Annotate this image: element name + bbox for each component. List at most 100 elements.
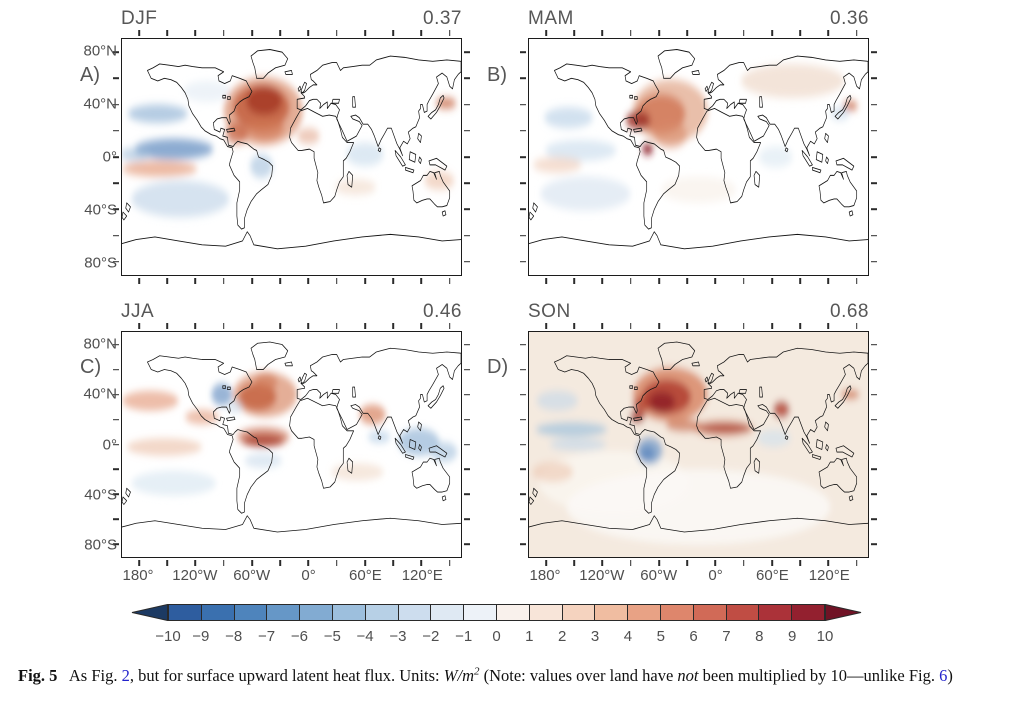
x-axis-label: 60°E <box>349 567 382 584</box>
x-axis-label: 120°E <box>401 567 443 584</box>
tick-mark <box>520 51 526 53</box>
y-axis-label: 80°N <box>83 335 117 353</box>
colorbar-label: −9 <box>192 628 210 645</box>
caption-text: (Note: values over land have <box>479 666 678 685</box>
tick-mark <box>520 77 526 80</box>
tick-mark <box>871 129 877 132</box>
tick-mark <box>799 323 801 329</box>
tick-mark <box>855 278 858 284</box>
tick-mark <box>251 560 253 566</box>
tick-mark <box>222 30 225 36</box>
caption-figure-link[interactable]: 6 <box>939 666 948 685</box>
panel-b-season: MAM <box>528 8 574 29</box>
tick-mark <box>464 393 470 396</box>
tick-mark <box>392 278 394 284</box>
tick-mark <box>464 418 470 421</box>
tick-mark <box>464 156 470 158</box>
panel-a-map-frame <box>113 30 470 284</box>
colorbar-segment <box>200 605 234 620</box>
tick-mark <box>871 234 877 237</box>
panel-a-season: DJF <box>121 8 158 29</box>
tick-mark <box>138 323 140 329</box>
caption-figure-link[interactable]: 2 <box>121 666 130 685</box>
tick-mark <box>871 182 877 185</box>
tick-mark <box>520 156 526 158</box>
tick-mark <box>799 560 801 566</box>
tick-mark <box>113 77 119 80</box>
colorbar-label: 4 <box>623 628 633 645</box>
tick-mark <box>827 560 830 566</box>
tick-mark <box>871 543 877 546</box>
panel-d-score: 0.68 <box>830 301 869 322</box>
panel-b-map-frame <box>520 30 877 284</box>
tick-mark <box>464 368 470 371</box>
x-axis-labels-left: 180° 120°W 60°W 0° 60°E 120°E <box>121 567 462 587</box>
world-map-jja <box>122 341 461 533</box>
colorbar-label: 7 <box>722 628 731 645</box>
tick-mark <box>113 261 119 263</box>
tick-mark <box>113 443 119 446</box>
tick-mark <box>686 560 688 566</box>
tick-mark <box>392 560 394 566</box>
tick-mark <box>871 468 877 471</box>
tick-mark <box>771 278 773 284</box>
panel-d-map-frame <box>520 323 877 566</box>
world-map-son <box>529 332 868 557</box>
tick-mark <box>742 560 745 566</box>
colorbar-label: 1 <box>525 628 534 645</box>
tick-mark <box>520 393 526 396</box>
tick-mark <box>871 261 877 263</box>
caption-text: W/m <box>443 666 474 685</box>
tick-mark <box>855 30 858 36</box>
tick-mark <box>113 182 119 185</box>
tick-mark <box>464 182 470 185</box>
tick-mark <box>686 278 688 284</box>
tick-mark <box>771 30 773 36</box>
tick-mark <box>448 278 451 284</box>
tick-mark <box>464 343 470 346</box>
tick-mark <box>138 278 140 284</box>
colorbar-segment <box>725 605 759 620</box>
colorbar-label: 9 <box>787 628 797 645</box>
tick-mark <box>113 103 119 106</box>
tick-mark <box>113 543 119 546</box>
tick-mark <box>871 443 877 446</box>
tick-mark <box>545 323 547 329</box>
tick-mark <box>194 30 197 36</box>
colorbar-segment <box>169 605 201 620</box>
panel-c-letter: C) <box>80 356 102 378</box>
tick-mark <box>113 129 119 132</box>
panel-c-header: JJA 0.46 <box>121 301 462 325</box>
tick-mark <box>714 30 717 36</box>
tick-mark <box>520 493 526 496</box>
y-axis-labels-row2: 80°N 40°N 0° 40°S 80°S <box>39 331 117 558</box>
caption-text: As Fig. <box>57 666 122 685</box>
tick-mark <box>629 278 632 284</box>
colorbar-label: −6 <box>290 628 308 645</box>
tick-mark <box>871 208 877 211</box>
caption-text: not <box>677 666 699 685</box>
tick-mark <box>520 103 526 106</box>
colorbar-segment <box>495 605 529 620</box>
colorbar-right-arrow <box>825 604 862 621</box>
colorbar <box>131 604 862 621</box>
caption-text: been multiplied by 10—unlike Fig. <box>698 666 940 685</box>
tick-mark <box>194 278 197 284</box>
colorbar-segment <box>364 605 398 620</box>
tick-mark <box>307 278 310 284</box>
tick-mark <box>113 368 119 371</box>
tick-mark <box>251 30 253 36</box>
tick-mark <box>629 560 632 566</box>
tick-mark <box>464 129 470 132</box>
tick-mark <box>113 518 119 521</box>
tick-mark <box>113 418 119 421</box>
tick-mark <box>545 560 547 566</box>
colorbar-label: 5 <box>656 628 665 645</box>
colorbar-segment <box>331 605 365 620</box>
tick-mark <box>520 129 526 132</box>
colorbar-segment <box>659 605 693 620</box>
tick-mark <box>520 343 526 346</box>
tick-mark <box>166 560 168 566</box>
colorbar-label: −3 <box>389 628 407 645</box>
y-axis-label: 80°S <box>84 536 117 554</box>
